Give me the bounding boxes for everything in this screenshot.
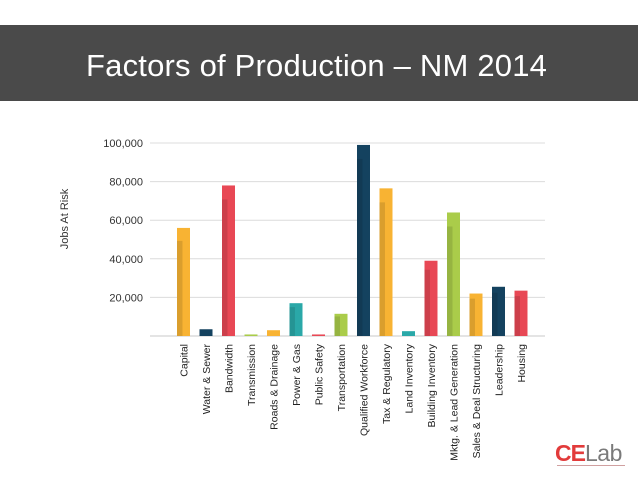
title-banner	[0, 25, 638, 101]
category-label: Qualified Workforce	[359, 344, 371, 436]
category-label: Leadership	[494, 344, 506, 396]
x-tick-labels: Capital Water & Sewer Bandwidth Transmissio…	[179, 343, 529, 460]
bar-shade	[379, 202, 385, 336]
y-tick-label: 100,000	[103, 138, 143, 150]
bar-rect	[267, 330, 280, 336]
y-tick-label: 80,000	[109, 177, 143, 189]
bar-rect	[244, 334, 258, 336]
bar	[514, 290, 528, 336]
category-label: Public Safety	[314, 343, 326, 405]
bar-shade	[289, 307, 295, 336]
y-axis-label: Jobs At Risk	[59, 188, 71, 249]
bar	[492, 286, 505, 336]
bar-shade	[424, 269, 430, 336]
bar	[289, 303, 303, 336]
category-label: Housing	[516, 344, 528, 383]
logo-lab-text: Lab	[585, 440, 622, 466]
y-tick-labels: 20,000 40,000 60,000 80,000 100,000	[103, 138, 143, 304]
category-label: Sales & Deal Structuring	[471, 344, 483, 459]
bar-rect	[402, 331, 415, 336]
bar	[447, 212, 460, 336]
category-label: Tax & Regulatory	[381, 343, 393, 424]
bar-shade	[222, 199, 228, 336]
category-label: Power & Gas	[291, 344, 303, 406]
category-label: Transportation	[336, 344, 348, 411]
bar	[312, 334, 325, 336]
logo-underline	[557, 465, 625, 466]
bar-shade	[469, 298, 475, 336]
y-tick-label: 20,000	[109, 292, 143, 304]
bar-shade	[177, 240, 183, 336]
category-label: Transmission	[246, 344, 258, 406]
category-label: Roads & Drainage	[269, 344, 281, 430]
bar	[199, 329, 213, 336]
category-label: Capital	[179, 344, 191, 377]
bar	[334, 313, 348, 336]
bar	[402, 331, 415, 336]
bar-rect	[312, 334, 325, 336]
bar-shade	[514, 296, 520, 336]
bar-shade	[492, 292, 498, 336]
chart-bars	[177, 144, 528, 336]
logo-ce-text: CE	[555, 440, 586, 466]
category-label: Bandwidth	[224, 344, 236, 393]
category-label: Building Inventory	[426, 343, 438, 427]
bar	[357, 144, 370, 336]
bar	[424, 260, 438, 336]
page-title: Factors of Production – NM 2014	[86, 48, 548, 83]
bar	[244, 334, 258, 336]
bar-rect	[199, 329, 213, 336]
bar-shade	[334, 316, 340, 336]
bar	[177, 227, 190, 336]
category-label: Water & Sewer	[201, 344, 213, 415]
celab-logo: CE Lab	[555, 440, 630, 470]
y-tick-label: 60,000	[109, 215, 143, 227]
chart-grid	[150, 142, 545, 337]
y-tick-label: 40,000	[109, 254, 143, 266]
bar-shade	[447, 226, 453, 336]
category-label: Mktg. & Lead Generation	[449, 344, 461, 461]
bar-shade	[357, 158, 363, 336]
bar	[469, 293, 483, 336]
bar	[222, 185, 235, 336]
bar	[267, 330, 280, 336]
category-label: Land Inventory	[404, 343, 416, 413]
bar	[379, 188, 393, 336]
